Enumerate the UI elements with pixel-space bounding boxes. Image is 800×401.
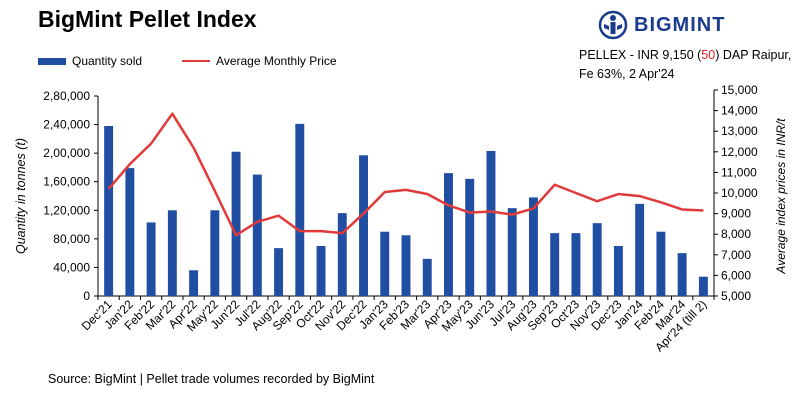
legend-label-price: Average Monthly Price: [216, 54, 337, 68]
pellex-line2: Fe 63%, 2 Apr'24: [579, 67, 675, 81]
legend-label-quantity: Quantity sold: [72, 54, 143, 68]
y-left-tick-label: 2,80,000: [43, 89, 90, 103]
y-right-tick-label: 15,000: [721, 83, 758, 97]
legend: Quantity sold Average Monthly Price: [38, 54, 377, 68]
bar-quantity-sold: [592, 223, 602, 296]
bar-quantity-sold: [146, 222, 156, 296]
bar-quantity-sold: [359, 155, 368, 296]
bar-quantity-sold: [274, 248, 284, 296]
y-left-axis-label: Quantity in tonnes (t): [14, 138, 28, 254]
bar-quantity-sold: [210, 210, 220, 296]
y-right-tick-label: 10,000: [721, 186, 758, 200]
y-right-axis-label: Average index prices in INR/t: [774, 118, 788, 275]
pellex-change: 50: [701, 48, 716, 62]
brand-logo: BIGMINT: [598, 10, 725, 40]
bar-quantity-sold: [252, 174, 262, 296]
bar-quantity-sold: [167, 210, 177, 296]
y-right-tick-label: 8,000: [721, 227, 751, 241]
y-left-tick-label: 80,000: [53, 232, 90, 246]
bar-quantity-sold: [104, 126, 114, 296]
y-right-tick-label: 6,000: [721, 268, 751, 282]
legend-item-quantity: Quantity sold: [38, 54, 142, 68]
y-right-tick-label: 5,000: [721, 289, 751, 303]
pellex-suffix: ) DAP Raipur,: [715, 48, 792, 62]
bar-quantity-sold: [571, 233, 581, 296]
bar-quantity-sold: [444, 173, 453, 296]
y-left-tick-label: 0: [83, 289, 90, 303]
bar-quantity-sold: [507, 208, 517, 296]
y-left-tick-label: 40,000: [53, 260, 90, 274]
bar-quantity-sold: [380, 231, 390, 296]
y-right-tick-label: 14,000: [721, 104, 758, 118]
y-left-tick-label: 1,20,000: [43, 203, 90, 217]
y-right-tick-label: 7,000: [721, 248, 751, 262]
bar-quantity-sold: [528, 197, 538, 296]
y-right-tick-label: 11,000: [721, 165, 757, 179]
y-left-tick-label: 2,40,000: [43, 118, 90, 132]
pellex-note: PELLEX - INR 9,150 (50) DAP Raipur, Fe 6…: [579, 46, 794, 84]
bar-quantity-sold: [698, 276, 708, 296]
bar-quantity-sold: [125, 168, 135, 296]
bar-quantity-sold: [486, 151, 496, 296]
legend-swatch-bar: [38, 57, 66, 65]
chart-title: BigMint Pellet Index: [38, 6, 257, 32]
brand-name: BIGMINT: [634, 13, 726, 36]
bar-quantity-sold: [231, 151, 241, 296]
y-right-tick-label: 12,000: [721, 145, 758, 159]
pellex-prefix: PELLEX - INR 9,150 (: [579, 48, 702, 62]
bigmint-logo-icon: [598, 10, 628, 40]
bar-quantity-sold: [656, 231, 666, 296]
bar-quantity-sold: [295, 123, 305, 296]
bar-quantity-sold: [189, 270, 199, 296]
bar-quantity-sold: [613, 246, 623, 296]
bar-quantity-sold: [316, 246, 326, 296]
bar-quantity-sold: [337, 213, 347, 296]
line-average-monthly-price: [107, 112, 704, 237]
y-right-tick-label: 9,000: [721, 207, 751, 221]
bar-quantity-sold: [465, 178, 475, 296]
source-note: Source: BigMint | Pellet trade volumes r…: [48, 372, 375, 386]
legend-swatch-line: [182, 59, 211, 63]
y-left-tick-label: 1,60,000: [43, 175, 90, 189]
bar-quantity-sold: [635, 203, 645, 296]
bar-quantity-sold: [422, 258, 432, 296]
bar-quantity-sold: [401, 235, 411, 296]
bar-quantity-sold: [550, 233, 560, 296]
y-right-tick-label: 13,000: [721, 124, 758, 138]
y-left-tick-label: 2,00,000: [43, 146, 90, 160]
legend-item-price: Average Monthly Price: [182, 54, 337, 68]
bar-quantity-sold: [677, 253, 687, 296]
